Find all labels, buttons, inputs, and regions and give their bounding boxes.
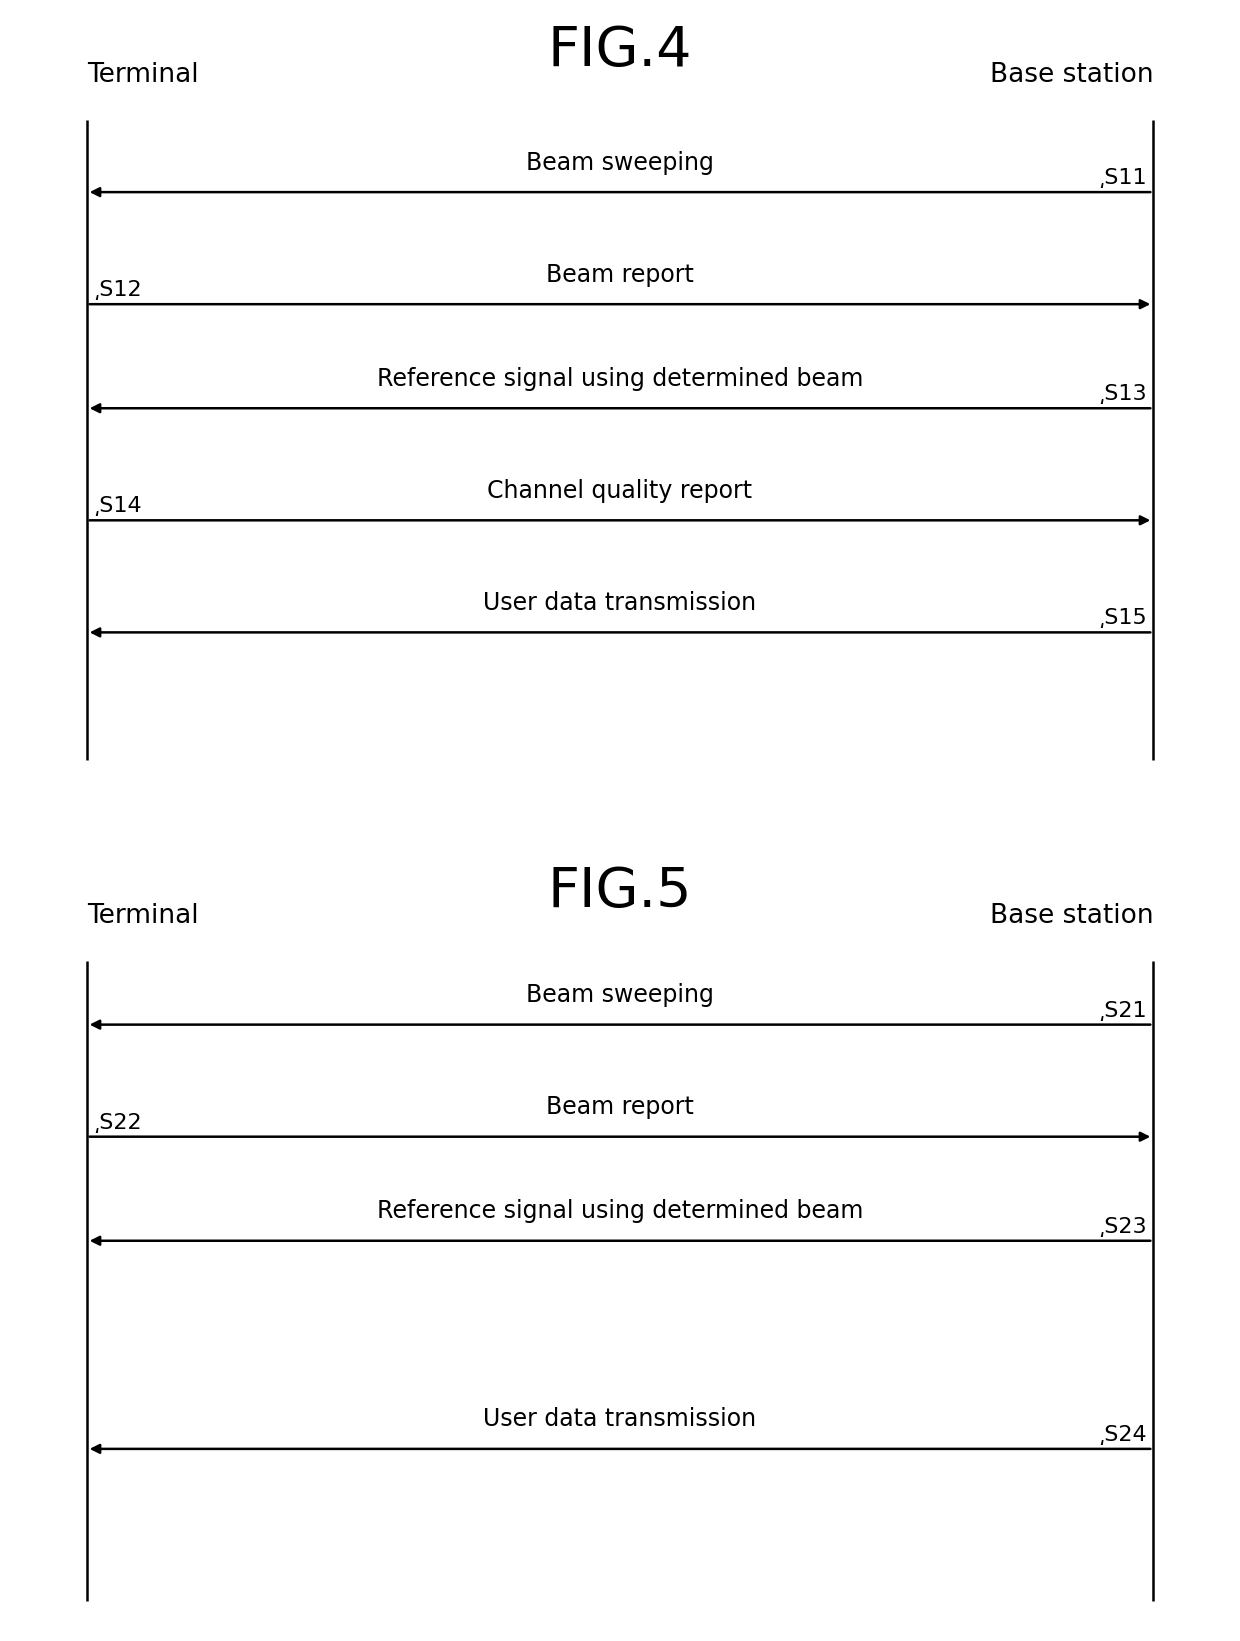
Text: ͵S11: ͵S11 (1099, 167, 1147, 189)
Text: Terminal: Terminal (87, 62, 198, 89)
Text: Beam sweeping: Beam sweeping (526, 983, 714, 1008)
Text: Terminal: Terminal (87, 903, 198, 929)
Text: Base station: Base station (990, 903, 1153, 929)
Text: Base station: Base station (990, 62, 1153, 89)
Text: User data transmission: User data transmission (484, 591, 756, 615)
Text: FIG.5: FIG.5 (548, 865, 692, 919)
Text: FIG.4: FIG.4 (548, 25, 692, 79)
Text: User data transmission: User data transmission (484, 1408, 756, 1431)
Text: ͵S22: ͵S22 (93, 1113, 141, 1132)
Text: Reference signal using determined beam: Reference signal using determined beam (377, 1200, 863, 1223)
Text: Beam sweeping: Beam sweeping (526, 151, 714, 174)
Text: ͵S24: ͵S24 (1099, 1424, 1147, 1444)
Text: Reference signal using determined beam: Reference signal using determined beam (377, 366, 863, 391)
Text: ͵S14: ͵S14 (93, 496, 141, 517)
Text: ͵S12: ͵S12 (93, 281, 141, 300)
Text: ͵S23: ͵S23 (1099, 1216, 1147, 1237)
Text: ͵S15: ͵S15 (1099, 609, 1147, 629)
Text: ͵S21: ͵S21 (1099, 1001, 1147, 1021)
Text: Channel quality report: Channel quality report (487, 479, 753, 502)
Text: Beam report: Beam report (546, 263, 694, 287)
Text: ͵S13: ͵S13 (1099, 384, 1147, 404)
Text: Beam report: Beam report (546, 1095, 694, 1119)
